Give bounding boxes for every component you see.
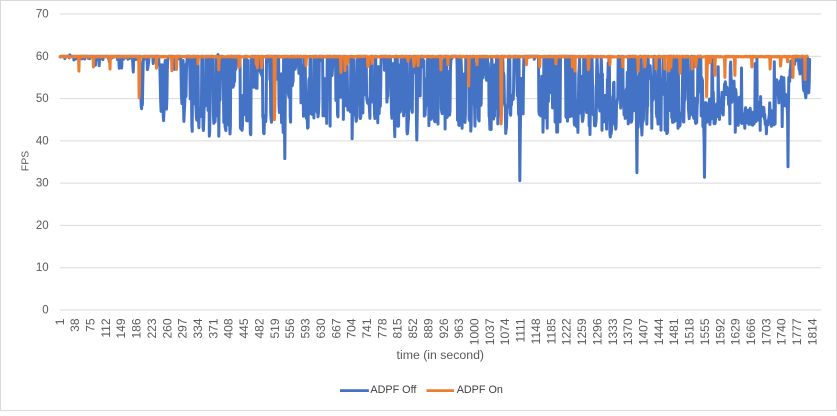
svg-text:1592: 1592 [713, 318, 727, 345]
svg-text:1666: 1666 [744, 318, 758, 345]
svg-text:630: 630 [314, 318, 328, 338]
svg-text:1185: 1185 [544, 318, 558, 344]
svg-text:1333: 1333 [606, 318, 620, 345]
svg-text:1000: 1000 [468, 318, 482, 345]
svg-text:852: 852 [406, 318, 420, 338]
svg-text:1629: 1629 [729, 318, 743, 345]
svg-text:519: 519 [268, 318, 282, 338]
svg-text:1407: 1407 [636, 318, 650, 345]
svg-text:time (in second): time (in second) [397, 348, 484, 362]
svg-text:1148: 1148 [529, 318, 543, 344]
svg-text:1222: 1222 [560, 318, 574, 345]
svg-text:297: 297 [176, 318, 190, 338]
svg-text:75: 75 [83, 318, 97, 332]
svg-text:10: 10 [36, 262, 49, 274]
svg-text:50: 50 [36, 93, 49, 105]
svg-text:1259: 1259 [575, 318, 589, 345]
svg-text:1037: 1037 [483, 318, 497, 345]
svg-text:ADPF On: ADPF On [457, 384, 503, 396]
svg-text:556: 556 [283, 318, 297, 338]
svg-text:60: 60 [36, 51, 49, 63]
svg-text:593: 593 [299, 318, 313, 338]
svg-text:186: 186 [130, 318, 144, 338]
svg-text:0: 0 [42, 305, 48, 317]
svg-text:1740: 1740 [775, 318, 789, 345]
svg-text:1296: 1296 [590, 318, 604, 345]
svg-text:38: 38 [68, 318, 82, 332]
svg-text:40: 40 [36, 135, 49, 147]
svg-text:260: 260 [160, 318, 174, 338]
svg-text:149: 149 [114, 318, 128, 338]
svg-text:1: 1 [53, 318, 67, 325]
svg-text:1370: 1370 [621, 318, 635, 345]
svg-text:70: 70 [36, 9, 49, 21]
svg-text:ADPF Off: ADPF Off [370, 384, 417, 396]
svg-text:1074: 1074 [498, 318, 512, 345]
svg-text:1777: 1777 [790, 318, 804, 345]
svg-text:371: 371 [206, 318, 220, 338]
svg-text:1814: 1814 [805, 318, 819, 345]
svg-text:926: 926 [437, 318, 451, 338]
svg-text:1444: 1444 [652, 318, 666, 345]
svg-text:30: 30 [36, 178, 49, 190]
svg-text:741: 741 [360, 318, 374, 338]
svg-text:482: 482 [252, 318, 266, 338]
svg-text:223: 223 [145, 318, 159, 338]
svg-text:1518: 1518 [683, 318, 697, 345]
svg-text:334: 334 [191, 318, 205, 338]
svg-text:963: 963 [452, 318, 466, 338]
svg-text:1481: 1481 [667, 318, 681, 345]
svg-text:778: 778 [375, 318, 389, 338]
svg-text:1111: 1111 [514, 318, 528, 342]
svg-text:667: 667 [329, 318, 343, 338]
svg-text:889: 889 [421, 318, 435, 338]
svg-text:408: 408 [222, 318, 236, 338]
svg-text:20: 20 [36, 220, 49, 232]
svg-text:1703: 1703 [759, 318, 773, 345]
svg-text:815: 815 [391, 318, 405, 338]
svg-text:445: 445 [237, 318, 251, 338]
svg-text:1555: 1555 [698, 318, 712, 345]
svg-text:FPS: FPS [20, 151, 32, 171]
svg-text:704: 704 [345, 318, 359, 338]
svg-text:112: 112 [99, 318, 113, 337]
